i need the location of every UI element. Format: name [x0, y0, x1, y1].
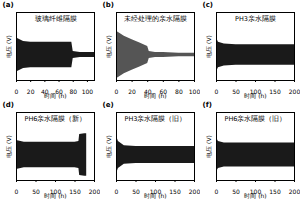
svg-text:时间 (h): 时间 (h)	[44, 92, 66, 99]
svg-text:(d): (d)	[3, 101, 14, 109]
svg-text:时间 (h): 时间 (h)	[244, 192, 266, 199]
svg-text:50: 50	[232, 188, 240, 195]
svg-text:80: 80	[175, 88, 183, 95]
svg-text:时间 (h): 时间 (h)	[244, 92, 266, 99]
svg-text:(f): (f)	[203, 101, 212, 109]
svg-text:200: 200	[89, 188, 100, 195]
svg-text:20: 20	[128, 88, 136, 95]
svg-text:50: 50	[132, 188, 140, 195]
svg-text:时间 (h): 时间 (h)	[44, 192, 66, 199]
svg-text:0: 0	[115, 188, 119, 195]
svg-text:150: 150	[269, 188, 281, 195]
svg-text:100: 100	[82, 88, 94, 95]
svg-text:PH3亲水隔膜: PH3亲水隔膜	[235, 15, 276, 23]
svg-text:150: 150	[169, 188, 181, 195]
svg-text:电压 (V): 电压 (V)	[205, 35, 212, 58]
svg-text:时间 (h): 时间 (h)	[144, 192, 166, 199]
svg-text:PH3亲水隔膜（旧）: PH3亲水隔膜（旧）	[125, 115, 187, 123]
svg-text:150: 150	[69, 188, 81, 195]
svg-text:50: 50	[32, 188, 40, 195]
svg-text:电压 (V): 电压 (V)	[5, 135, 12, 158]
svg-text:电压 (V): 电压 (V)	[5, 35, 12, 58]
svg-text:200: 200	[189, 188, 200, 195]
svg-text:150: 150	[269, 88, 281, 95]
svg-text:PH6亲水隔膜（旧）: PH6亲水隔膜（旧）	[225, 115, 287, 123]
svg-text:50: 50	[232, 88, 240, 95]
svg-text:100: 100	[189, 88, 200, 95]
svg-text:0: 0	[215, 88, 219, 95]
svg-text:(a): (a)	[3, 1, 14, 9]
svg-text:(b): (b)	[103, 1, 114, 9]
svg-text:80: 80	[69, 88, 77, 95]
svg-text:0: 0	[15, 88, 19, 95]
svg-text:PH6亲水隔膜（新）: PH6亲水隔膜（新）	[25, 115, 87, 123]
svg-text:玻璃纤维隔膜: 玻璃纤维隔膜	[35, 15, 77, 23]
svg-text:0: 0	[215, 188, 219, 195]
svg-text:电压 (V): 电压 (V)	[105, 135, 112, 158]
svg-text:电压 (V): 电压 (V)	[205, 135, 212, 158]
svg-text:未经处理的亲水隔膜: 未经处理的亲水隔膜	[124, 15, 187, 23]
svg-text:0: 0	[15, 188, 19, 195]
svg-text:200: 200	[289, 88, 300, 95]
svg-text:(e): (e)	[103, 101, 114, 109]
svg-text:200: 200	[289, 188, 300, 195]
svg-text:0: 0	[115, 88, 119, 95]
svg-text:(c): (c)	[203, 1, 214, 9]
svg-text:20: 20	[27, 88, 35, 95]
svg-text:电压 (V): 电压 (V)	[105, 35, 112, 58]
svg-text:时间 (h): 时间 (h)	[144, 92, 166, 99]
